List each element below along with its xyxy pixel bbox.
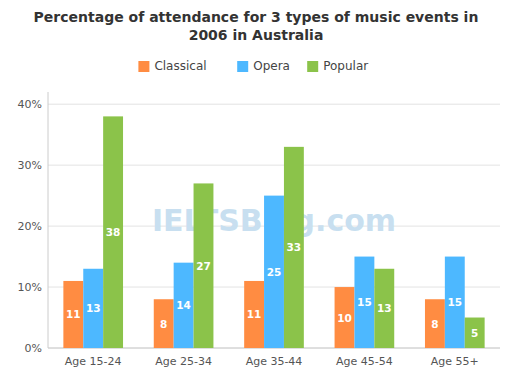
data-label: 10	[337, 312, 352, 324]
title-line: Percentage of attendance for 3 types of …	[34, 9, 479, 25]
grid	[48, 104, 500, 348]
bar	[374, 269, 394, 348]
bar	[284, 147, 304, 348]
legend-label: Popular	[323, 59, 368, 73]
title: Percentage of attendance for 3 types of …	[34, 9, 479, 43]
bar	[264, 196, 284, 348]
legend-swatch	[307, 61, 318, 72]
data-label: 8	[431, 318, 438, 330]
x-tick-label: Age 55+	[431, 355, 479, 368]
x-tick-label: Age 15-24	[65, 355, 122, 368]
bar	[83, 269, 103, 348]
legend-label: Opera	[253, 59, 290, 73]
data-label: 25	[267, 266, 282, 278]
title-line: 2006 in Australia	[189, 27, 324, 43]
data-label: 33	[287, 241, 302, 253]
bar	[63, 281, 83, 348]
legend: Classical Opera Popular	[138, 59, 368, 73]
data-label: 11	[66, 308, 81, 320]
bar	[103, 116, 123, 348]
data-label: 13	[86, 302, 101, 314]
y-tick-label: 20%	[18, 220, 42, 233]
y-tick-label: 10%	[18, 281, 42, 294]
y-tick-label: 0%	[25, 342, 42, 355]
grid-line	[48, 104, 500, 105]
data-label: 38	[106, 226, 121, 238]
bar	[425, 299, 445, 348]
data-label: 14	[176, 299, 191, 311]
y-axis-line	[48, 92, 49, 348]
x-tick-label: Age 25-34	[155, 355, 212, 368]
bar	[335, 287, 355, 348]
chart-svg: Percentage of attendance for 3 types of …	[0, 0, 512, 384]
data-label: 13	[377, 302, 392, 314]
data-label: 15	[357, 296, 372, 308]
legend-swatch	[237, 61, 248, 72]
data-label: 11	[247, 308, 262, 320]
bar	[244, 281, 264, 348]
legend-label: Classical	[154, 59, 206, 73]
data-labels: 11 8 11 10 8 13 14 25 15 15 38 27 33 13 5	[66, 226, 478, 339]
bar	[174, 263, 194, 348]
y-tick-label: 40%	[18, 98, 42, 111]
legend-swatch	[138, 61, 149, 72]
y-tick-label: 30%	[18, 159, 42, 172]
bars	[63, 116, 484, 348]
bar	[154, 299, 174, 348]
bar	[194, 183, 214, 348]
bar	[354, 257, 374, 348]
data-label: 5	[471, 327, 478, 339]
x-tick-label: Age 35-44	[246, 355, 303, 368]
data-label: 15	[447, 296, 462, 308]
bar	[465, 318, 485, 348]
data-label: 27	[196, 260, 211, 272]
x-tick-label: Age 45-54	[336, 355, 393, 368]
data-label: 8	[160, 318, 167, 330]
bar	[445, 257, 465, 348]
chart-container: Percentage of attendance for 3 types of …	[0, 0, 512, 384]
